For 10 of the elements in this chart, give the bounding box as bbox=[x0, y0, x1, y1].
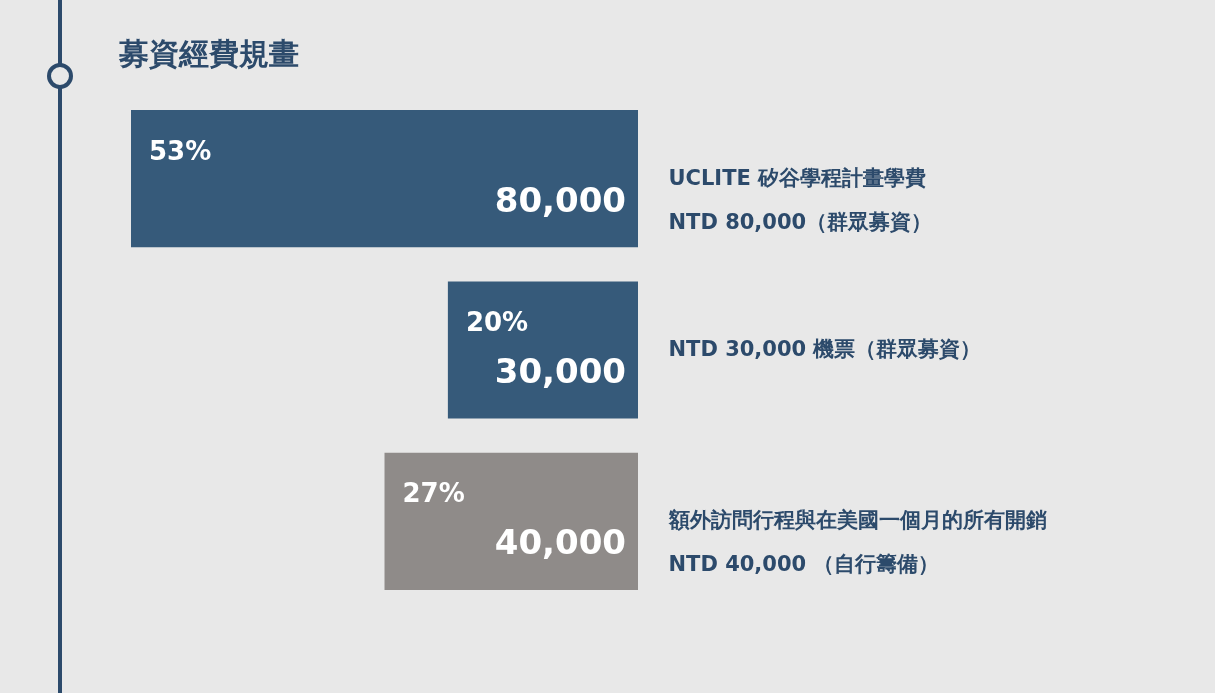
annotation: 27% bbox=[402, 478, 465, 509]
y-tick-label: UCLITE 矽谷學程計畫學費 NTD 80,000（群眾募資） bbox=[668, 165, 933, 234]
y-tick-label: NTD 30,000 機票（群眾募資） bbox=[668, 337, 982, 361]
data-label: 80,000 bbox=[494, 179, 626, 220]
y-tick-label: 額外訪問行程與在美國一個月的所有開銷 NTD 40,000 （自行籌備） bbox=[667, 508, 1047, 577]
data-label: 30,000 bbox=[494, 351, 626, 391]
annotation: 53% bbox=[149, 135, 212, 166]
data-label: 40,000 bbox=[494, 522, 626, 563]
chart-title: 募資經費規畫 bbox=[118, 36, 299, 71]
annotation: 20% bbox=[465, 307, 529, 337]
